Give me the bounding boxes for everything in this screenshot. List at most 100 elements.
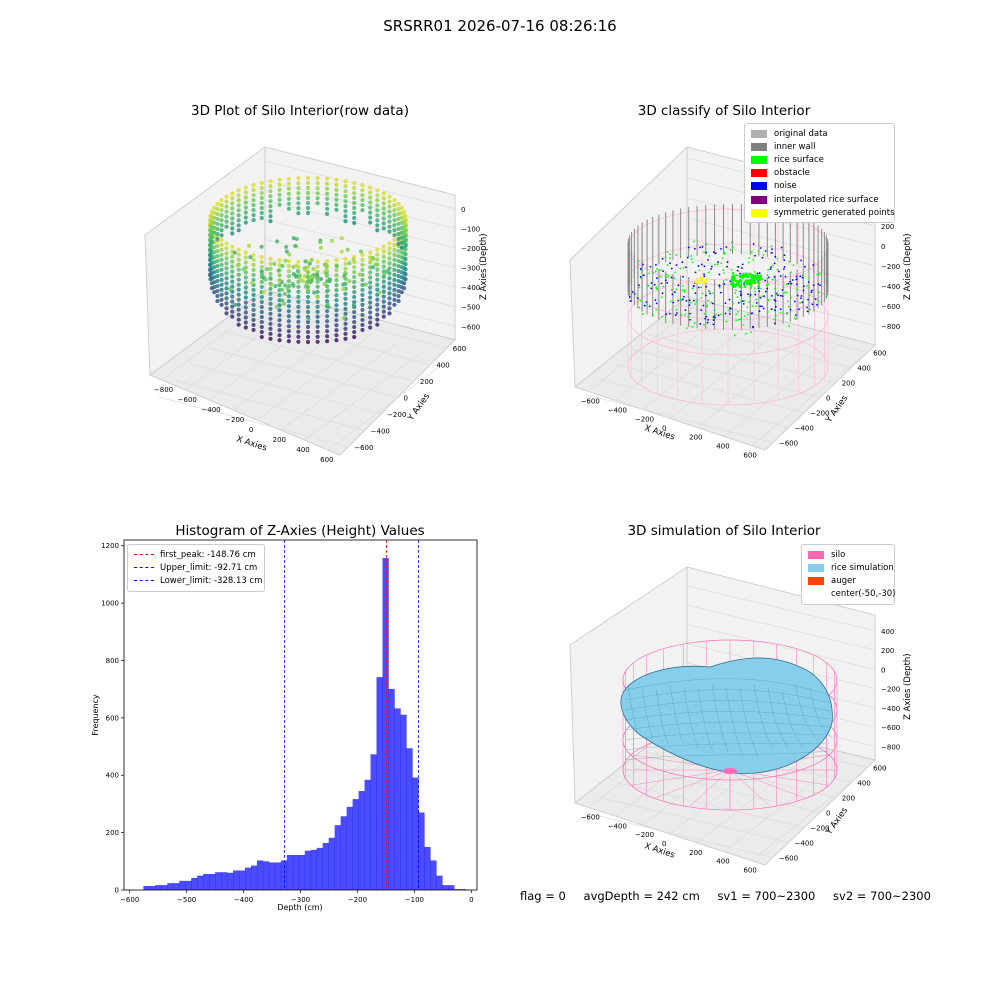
classified-point [747, 293, 749, 296]
classified-point [687, 315, 690, 318]
raw-data-point [381, 304, 386, 309]
raw-data-point [207, 262, 213, 268]
classified-point [783, 266, 786, 268]
histogram-bar [430, 860, 437, 890]
raw-data-point [277, 258, 282, 263]
classified-point [808, 286, 811, 289]
raw-data-point [403, 213, 408, 218]
raw-data-point [382, 271, 387, 276]
y-tick-label: 600 [873, 350, 886, 358]
classified-point [779, 308, 782, 311]
classified-point [773, 322, 776, 325]
raw-data-point [277, 177, 282, 182]
raw-data-point [243, 320, 248, 325]
classified-point [672, 301, 675, 304]
raw-data-point [215, 263, 220, 269]
raw-data-point [392, 277, 397, 282]
classified-point [702, 304, 705, 307]
raw-data-point [368, 270, 373, 275]
raw-data-point [387, 204, 392, 209]
legend-swatch [751, 169, 767, 178]
classified-point [682, 275, 684, 278]
raw-data-point [259, 264, 264, 270]
rice-surface-meshline [624, 678, 831, 696]
raw-data-point [224, 266, 229, 271]
raw-data-point [375, 312, 380, 317]
classified-point [758, 272, 761, 274]
rice-surface-point [748, 279, 751, 283]
raw-data-point [230, 191, 235, 196]
legend-item: interpolated rice surface [751, 193, 888, 206]
raw-data-point [343, 266, 348, 271]
histogram-yticks: 0 200 400 600 800 1000 1200 [101, 542, 124, 895]
raw-data-point [343, 291, 348, 296]
raw-data-point [343, 189, 348, 194]
legend-item: Upper_limit: -92.71 cm [134, 561, 258, 574]
raw-data-point [296, 206, 301, 211]
classified-point [661, 315, 663, 318]
histogram-bar [370, 754, 377, 890]
raw-data-point [396, 231, 401, 237]
raw-data-point [236, 307, 241, 312]
raw-data-point [392, 282, 397, 287]
histogram-vlines [284, 540, 419, 890]
raw-data-point [209, 234, 214, 239]
y-tick-label: 600 [873, 765, 886, 773]
classified-point [648, 272, 651, 275]
raw-data-point [236, 317, 241, 322]
raw-data-point [360, 312, 365, 318]
z-tick-label: −200 [461, 245, 480, 253]
classified-point [793, 300, 796, 303]
raw-data-point [243, 190, 248, 195]
raw-data-point [286, 201, 291, 206]
raw-data-point [297, 273, 302, 278]
classified-point [681, 261, 684, 263]
raw-data-point [251, 197, 256, 203]
classified-point [719, 291, 722, 294]
raw-data-point [360, 257, 365, 263]
raw-data-point [322, 282, 327, 287]
raw-data-point [399, 285, 404, 290]
raw-data-point [274, 304, 279, 309]
raw-data-point [268, 306, 273, 311]
raw-data-point [303, 267, 308, 272]
rice-surface-point [749, 284, 753, 287]
raw-data-point [360, 202, 365, 208]
raw-data-point [334, 177, 339, 182]
raw3d-points [207, 175, 409, 345]
classified-point [739, 294, 742, 297]
classified-point [655, 263, 657, 266]
raw-data-point [396, 298, 401, 304]
raw-data-point [251, 252, 256, 258]
raw-data-point [224, 271, 229, 276]
raw-data-point [243, 295, 248, 300]
raw-data-point [343, 321, 348, 326]
raw-data-point [368, 275, 373, 280]
raw-data-point [360, 197, 365, 203]
flag-text: flag = 0 [520, 889, 566, 903]
raw-data-point [259, 195, 264, 201]
raw-data-point [381, 299, 386, 304]
raw-data-point [259, 205, 264, 211]
classified-point [773, 298, 776, 301]
y-tick-label: 400 [857, 365, 870, 373]
classified-point [714, 252, 717, 255]
raw-data-point [277, 338, 282, 343]
raw-data-point [396, 273, 401, 279]
histogram-bar [239, 870, 246, 890]
raw-data-point [259, 279, 264, 285]
raw-data-point [343, 184, 348, 189]
raw-data-point [296, 191, 301, 196]
classified-point [703, 273, 705, 276]
classified-point [718, 285, 721, 287]
raw-data-point [219, 292, 224, 297]
status-footer: flag = 0 avgDepth = 242 cm sv1 = 700~230… [520, 889, 945, 903]
silo-floor-spoke [654, 769, 731, 799]
raw-data-point [215, 288, 220, 294]
classified-point [754, 293, 757, 296]
classified-point [665, 313, 668, 316]
classified-point [751, 312, 754, 315]
raw-data-point [381, 289, 386, 294]
